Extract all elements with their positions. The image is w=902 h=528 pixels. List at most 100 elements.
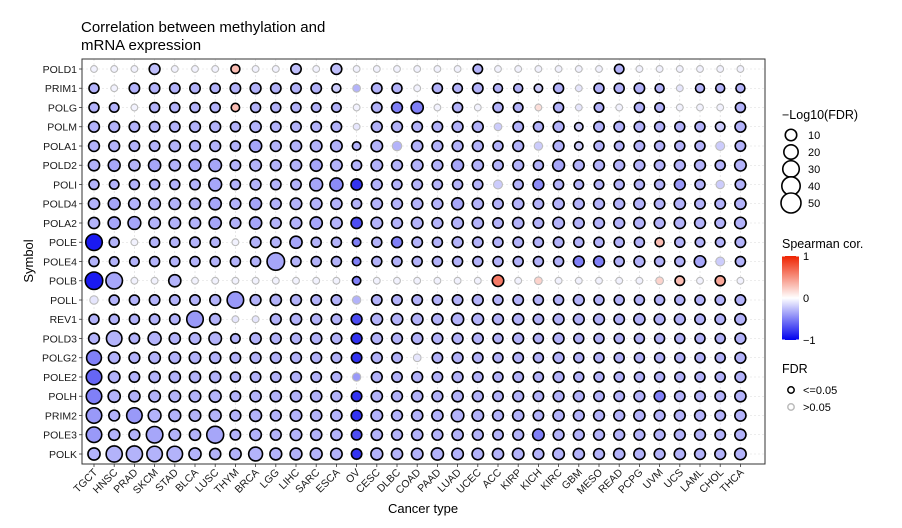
- point-POLA1-LUSC: [209, 139, 222, 153]
- point-POLA1-PAAD: [431, 139, 444, 153]
- y-axis-title: Symbol: [21, 239, 36, 282]
- point-POLD4-UCEC: [471, 197, 485, 211]
- point-POLH-ACC: [492, 390, 504, 403]
- point-POLE4-SKCM: [148, 255, 161, 268]
- point-POLE2-UCEC: [471, 371, 484, 383]
- point-POLG-PRAD: [130, 103, 139, 112]
- point-POLE-MESO: [593, 236, 605, 249]
- point-PRIM2-KIRC: [552, 409, 565, 422]
- point-POLH-DLBC: [390, 390, 404, 403]
- point-POLA2-READ: [613, 216, 626, 230]
- point-POLM-ESCA: [330, 120, 343, 133]
- point-POLB-READ: [615, 276, 624, 285]
- point-POLH-MESO: [593, 390, 605, 403]
- point-POLG-CHOL: [716, 103, 725, 112]
- fdr-legend-circle: [787, 403, 795, 411]
- point-POLD3-BRCA: [249, 332, 262, 345]
- point-POLE-STAD: [169, 236, 181, 249]
- point-PRIM2-PAAD: [431, 409, 444, 422]
- point-POLE-LUAD: [451, 236, 464, 249]
- point-PRIM1-LGG: [269, 82, 282, 95]
- point-POLG-COAD: [410, 100, 425, 115]
- point-POLD3-KIRP: [512, 332, 525, 345]
- point-POLH-READ: [613, 390, 626, 403]
- point-POLD4-THCA: [734, 197, 747, 211]
- point-POLD3-UCS: [674, 332, 686, 345]
- point-POLE3-GBM: [572, 428, 585, 441]
- y-tick-label: POLD1: [43, 64, 78, 76]
- point-POLE2-BRCA: [249, 371, 262, 383]
- point-POLG2-UVM: [653, 351, 666, 364]
- point-POLD2-ACC: [492, 159, 504, 172]
- point-POLA2-MESO: [592, 216, 606, 230]
- point-POLL-THCA: [734, 294, 747, 306]
- point-POLD4-MESO: [592, 197, 606, 210]
- point-POLM-COAD: [411, 120, 424, 133]
- point-REV1-KIRC: [552, 313, 565, 326]
- point-POLK-OV: [350, 448, 363, 460]
- point-POLH-COAD: [410, 389, 424, 403]
- point-POLM-UVM: [653, 120, 666, 133]
- point-POLE3-THYM: [229, 428, 242, 441]
- y-tick-label: POLB: [49, 276, 77, 288]
- point-POLE4-THYM: [229, 255, 242, 268]
- point-POLI-THCA: [734, 178, 747, 191]
- point-PRIM1-TGCT: [88, 82, 100, 95]
- point-POLB-BRCA: [251, 276, 260, 285]
- point-POLI-HNSC: [108, 178, 120, 191]
- point-POLM-READ: [613, 120, 626, 133]
- point-POLL-BRCA: [249, 293, 262, 307]
- point-POLI-KICH: [532, 178, 545, 191]
- point-PRIM2-KICH: [532, 409, 545, 422]
- point-POLG2-DLBC: [391, 351, 403, 364]
- point-PRIM2-ESCA: [330, 409, 343, 422]
- point-POLD2-THCA: [733, 158, 747, 172]
- point-POLB-DLBC: [393, 276, 401, 285]
- point-POLE2-PRAD: [128, 371, 141, 383]
- point-POLK-MESO: [592, 447, 606, 461]
- point-POLA1-THYM: [229, 140, 242, 152]
- point-POLB-CESC: [372, 276, 381, 285]
- point-POLE3-PRAD: [128, 428, 141, 441]
- color-legend-label: 0: [803, 293, 809, 305]
- point-PRIM1-ESCA: [331, 82, 342, 94]
- point-POLA2-KIRC: [552, 216, 566, 230]
- y-tick-label: POLE4: [43, 256, 77, 268]
- point-POLB-LGG: [271, 276, 280, 285]
- point-POLE-SKCM: [148, 236, 161, 249]
- point-PRIM1-MESO: [593, 82, 605, 95]
- point-PRIM2-OV: [350, 409, 363, 422]
- color-legend-label: 1: [803, 251, 809, 263]
- point-POLK-UCS: [673, 447, 687, 461]
- point-POLA2-BRCA: [248, 216, 263, 230]
- point-POLE4-HNSC: [108, 255, 120, 268]
- point-POLE2-LIHC: [289, 370, 303, 384]
- point-POLE4-BRCA: [249, 255, 262, 268]
- point-POLD2-KIRC: [551, 158, 566, 172]
- point-POLE-READ: [613, 236, 625, 249]
- point-POLG2-ESCA: [330, 351, 343, 364]
- point-POLE4-LGG: [266, 251, 286, 272]
- point-REV1-LGG: [269, 313, 282, 326]
- point-POLE2-LUAD: [451, 370, 464, 384]
- point-POLA1-PRAD: [128, 140, 141, 152]
- y-tick-label: POLD4: [43, 199, 78, 211]
- point-POLA1-CHOL: [715, 140, 726, 152]
- point-POLM-LAML: [694, 120, 706, 133]
- point-POLG-PAAD: [433, 103, 442, 112]
- point-POLD3-SARC: [309, 332, 323, 345]
- point-POLB-COAD: [413, 276, 422, 285]
- point-POLL-BLCA: [189, 294, 201, 306]
- point-POLD3-LAML: [694, 332, 706, 345]
- y-tick-label: POLE2: [43, 372, 77, 384]
- point-POLM-BLCA: [188, 120, 202, 133]
- point-POLD4-BLCA: [188, 197, 202, 211]
- point-POLL-ESCA: [330, 294, 343, 306]
- point-POLG2-GBM: [573, 351, 585, 364]
- point-PRIM1-PAAD: [431, 82, 444, 95]
- point-POLE3-CESC: [370, 428, 384, 442]
- point-POLE3-LUSC: [205, 425, 225, 445]
- point-POLK-LUSC: [208, 447, 222, 461]
- point-PRIM1-LAML: [694, 82, 706, 94]
- point-POLE2-UVM: [653, 371, 666, 383]
